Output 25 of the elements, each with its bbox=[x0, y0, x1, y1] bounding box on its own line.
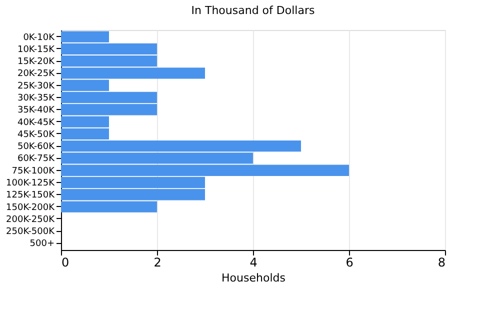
y-tick-label: 50K-60K bbox=[17, 142, 56, 152]
x-tick-label: 8 bbox=[438, 256, 446, 270]
y-tick-label: 75K-100K bbox=[12, 166, 56, 176]
x-tick-label: 2 bbox=[154, 256, 162, 270]
y-tick-label: 30K-35K bbox=[17, 94, 56, 104]
y-tick-label: 60K-75K bbox=[17, 154, 56, 164]
y-tick-label: 10K-15K bbox=[17, 44, 56, 55]
y-tick-label: 150K-200K bbox=[6, 202, 56, 213]
y-tick-label: 40K-45K bbox=[17, 118, 56, 128]
y-tick-label: 25K-30K bbox=[17, 81, 56, 92]
x-axis-title: Households bbox=[222, 272, 286, 284]
y-tick-label: 125K-150K bbox=[6, 190, 56, 201]
x-tick-label: 4 bbox=[250, 256, 258, 270]
y-tick-label: 250K-500K bbox=[6, 227, 56, 238]
y-tick-label: 100K-125K bbox=[6, 178, 56, 188]
y-tick-label: 35K-40K bbox=[17, 106, 56, 116]
y-tick-label: 15K-20K bbox=[17, 57, 56, 68]
x-tick-label: 0 bbox=[62, 256, 70, 270]
y-tick-label: 0K-10K bbox=[23, 32, 56, 43]
y-tick-label: 200K-250K bbox=[6, 214, 56, 225]
y-tick-label: 45K-50K bbox=[17, 130, 56, 140]
chart-title: In Thousand of Dollars bbox=[191, 4, 315, 17]
y-tick-label: 20K-25K bbox=[17, 69, 56, 80]
x-tick-label: 6 bbox=[346, 256, 354, 270]
y-tick-label: 500+ bbox=[30, 239, 54, 250]
